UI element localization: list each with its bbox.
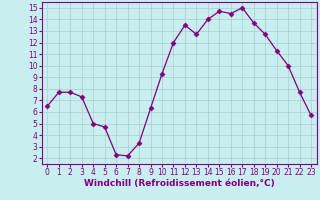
X-axis label: Windchill (Refroidissement éolien,°C): Windchill (Refroidissement éolien,°C): [84, 179, 275, 188]
